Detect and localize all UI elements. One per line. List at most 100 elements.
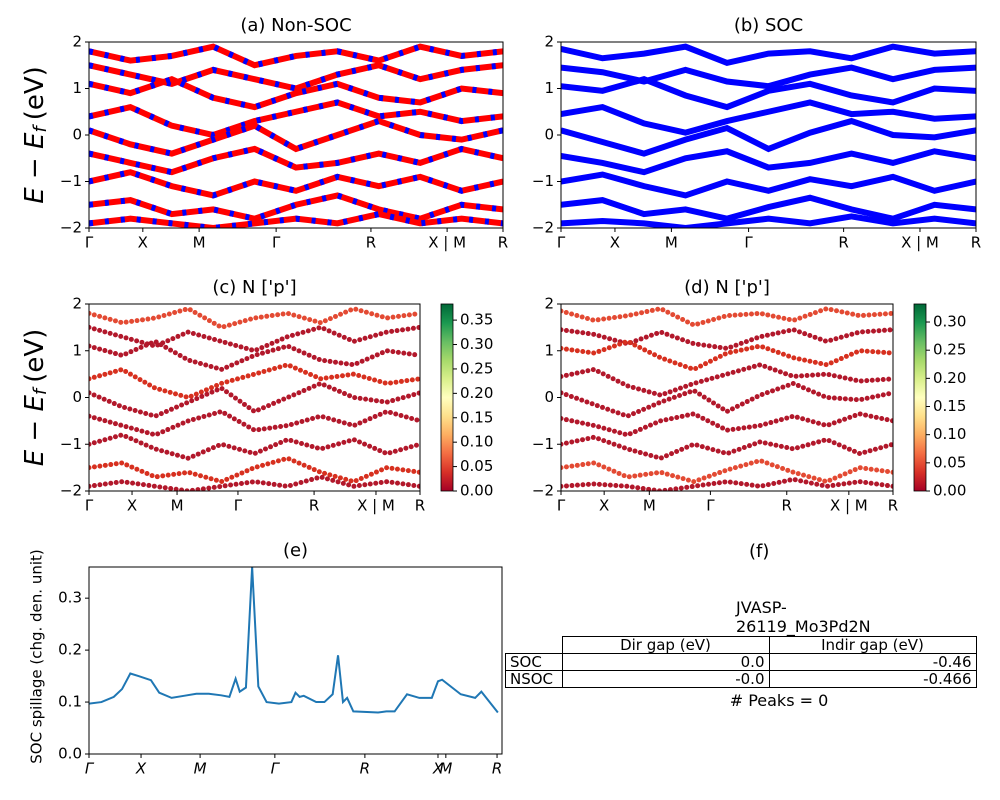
x-tick-label: X — [432, 760, 444, 778]
y-tick-label: −1 — [532, 435, 554, 453]
y-tick-label: 0 — [72, 388, 82, 406]
colorbar-tick-label: 0.15 — [460, 408, 493, 426]
col-header: Indir gap (eV) — [768, 636, 977, 654]
colorbar — [913, 303, 927, 492]
band-points — [561, 457, 893, 485]
panel-title: (d) N ['p'] — [684, 277, 770, 298]
spillage-line — [89, 567, 499, 714]
y-axis-label-unit: (eV) — [20, 329, 50, 383]
colorbar-tick-label: 0.20 — [933, 369, 966, 387]
axes-frame — [88, 303, 421, 492]
y-tick-label: 0 — [544, 388, 554, 406]
colorbar-tick-label: 0.25 — [460, 359, 493, 377]
y-tick-label: 1 — [72, 79, 82, 97]
band-points — [89, 324, 420, 354]
x-tick-label: Γ — [557, 234, 566, 252]
y-axis-label: SOC spillage (chg. den. unit) — [28, 549, 46, 764]
x-tick-label: Γ — [706, 497, 715, 515]
x-tick-label: Γ — [271, 760, 281, 778]
note: # Peaks = 0 — [729, 691, 829, 710]
y-tick-label: 2 — [544, 295, 554, 313]
colorbar-tick-label: 0.30 — [933, 313, 966, 331]
y-tick-label: 0 — [72, 126, 82, 144]
x-tick-label: Γ — [85, 234, 94, 252]
cell: -0.0 — [561, 670, 770, 688]
x-tick-label: M — [171, 497, 184, 515]
band-points — [561, 327, 893, 351]
x-tick-label: R — [492, 760, 502, 778]
y-axis-label-sub: f — [30, 386, 51, 395]
colorbar — [440, 303, 454, 492]
band-points — [89, 408, 420, 438]
x-tick-label: M — [193, 234, 206, 252]
band-line — [89, 169, 503, 199]
band-line — [561, 194, 976, 222]
y-tick-label: 2 — [544, 33, 554, 51]
x-tick-label: X — [135, 760, 147, 778]
x-tick-label: M — [643, 497, 656, 515]
band-points — [561, 338, 893, 373]
band-line — [561, 43, 976, 67]
colorbar-tick-label: 0.05 — [933, 453, 966, 471]
x-tick-label: R — [838, 234, 848, 252]
panel-title: (c) N ['p'] — [212, 277, 296, 298]
y-tick-label: 2 — [72, 33, 82, 51]
band-line — [89, 145, 503, 176]
band-line — [89, 75, 503, 111]
colorbar-tick-label: 0.35 — [460, 311, 493, 329]
y-tick-label: 0.1 — [58, 693, 82, 711]
band-points — [89, 474, 420, 491]
band-line-dash — [89, 210, 503, 228]
y-tick-label: 0.0 — [58, 745, 82, 763]
band-points — [89, 432, 420, 461]
x-tick-label: R — [360, 760, 370, 778]
x-tick-label: X — [127, 497, 137, 515]
band-points — [89, 380, 420, 419]
x-tick-label: X | M — [830, 497, 868, 515]
band-points — [561, 362, 893, 398]
gap-table: Dir gap (eV) Indir gap (eV) SOC 0.0 -0.46 N… — [505, 636, 977, 688]
band-line — [561, 99, 976, 136]
band-points — [89, 455, 420, 485]
colorbar-tick-label: 0.10 — [460, 433, 493, 451]
x-tick-label: X | M — [901, 234, 939, 252]
x-tick-label: Γ — [85, 760, 95, 778]
row-label: SOC — [505, 653, 563, 671]
panel-title: (e) — [283, 540, 308, 561]
colorbar-tick-label: 0.00 — [460, 482, 493, 500]
band-line — [561, 117, 976, 157]
row-label: NSOC — [505, 670, 563, 688]
x-tick-label: X | M — [428, 234, 466, 252]
y-axis-label-main: E − E — [20, 395, 50, 467]
band-points — [561, 306, 893, 328]
x-tick-label: R — [888, 497, 898, 515]
y-axis-label-sub: f — [30, 124, 51, 133]
x-tick-label: R — [971, 234, 981, 252]
y-axis-label: E − Ef (eV) — [20, 329, 52, 467]
x-tick-label: X — [138, 234, 148, 252]
y-tick-label: −2 — [532, 482, 554, 500]
x-tick-label: X — [610, 234, 620, 252]
y-tick-label: −2 — [532, 219, 554, 237]
y-tick-label: 1 — [72, 341, 82, 359]
x-tick-label: M — [439, 760, 452, 778]
band-line — [561, 64, 976, 90]
x-tick-label: R — [498, 234, 508, 252]
band-line — [89, 43, 503, 69]
y-tick-label: 0 — [544, 126, 554, 144]
x-tick-label: R — [366, 234, 376, 252]
band-points — [561, 411, 893, 438]
x-tick-label: X | M — [357, 497, 395, 515]
band-line — [89, 99, 503, 139]
cell: -0.466 — [768, 670, 977, 688]
band-line — [561, 213, 976, 228]
x-tick-label: Γ — [234, 497, 243, 515]
x-tick-label: M — [194, 760, 207, 778]
x-tick-label: X — [599, 497, 609, 515]
band-points — [561, 380, 893, 419]
band-line — [89, 117, 503, 157]
axes-frame — [88, 566, 503, 755]
y-axis-label-unit: (eV) — [20, 66, 50, 120]
